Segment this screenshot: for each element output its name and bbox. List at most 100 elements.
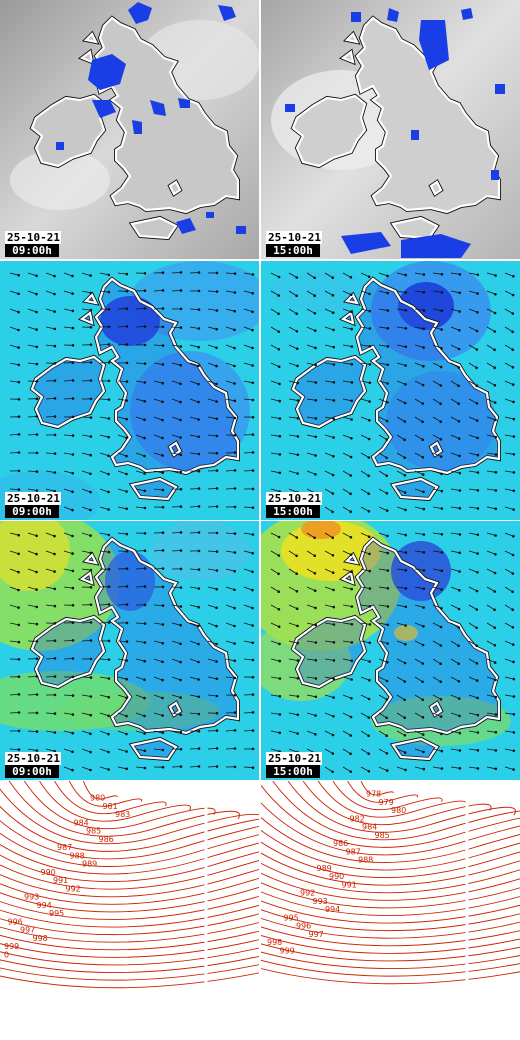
wind-arrow-head — [475, 626, 478, 630]
wind-arrow — [189, 416, 199, 420]
wind-arrow-head — [349, 492, 352, 496]
wind-arrow-head — [422, 569, 426, 572]
wind-arrow-head — [197, 289, 201, 293]
wind-arrow — [378, 766, 388, 771]
wind-arrow-head — [440, 328, 443, 331]
wind-arrow — [270, 550, 279, 556]
wind-arrow-head — [233, 272, 237, 275]
wind-arrow — [45, 586, 55, 590]
wind-arrow-head — [107, 490, 110, 494]
wind-arrow-head — [350, 418, 353, 421]
wind-arrow — [378, 586, 388, 589]
wind-speed-panel-1500[interactable]: 25-10-21 15:00h — [261, 261, 520, 520]
wind-arrow — [504, 290, 514, 296]
isobar-label: 998 — [33, 934, 48, 943]
wind-gust-panel-0900[interactable]: 25-10-21 09:00h — [0, 521, 259, 780]
wind-arrow-head — [251, 711, 255, 714]
wind-arrow-head — [17, 606, 20, 609]
wind-arrow — [243, 568, 253, 573]
wind-arrow-head — [143, 549, 147, 553]
wind-arrow — [135, 362, 146, 364]
wind-arrow-head — [197, 712, 201, 716]
wind-arrow — [396, 416, 405, 422]
island-landmass — [130, 216, 178, 240]
wind-arrow — [207, 748, 218, 750]
wind-arrow — [486, 434, 496, 438]
wind-arrow — [243, 730, 254, 732]
wind-arrow-head — [296, 677, 300, 680]
wind-arrow — [414, 622, 424, 627]
wind-arrow — [63, 452, 73, 455]
wind-arrow — [468, 506, 478, 509]
wind-arrow — [99, 712, 109, 717]
wind-arrow-head — [475, 662, 479, 665]
wind-arrow-head — [215, 642, 218, 646]
wind-arrow-head — [494, 731, 498, 734]
wind-arrow-head — [457, 402, 461, 406]
wind-arrow — [270, 676, 280, 679]
wind-arrow — [207, 398, 217, 402]
wind-arrow-head — [368, 552, 371, 556]
wind-arrow-head — [35, 675, 39, 678]
wind-arrow — [153, 640, 163, 644]
wind-arrow — [504, 344, 513, 351]
great-britain-landmass — [94, 16, 240, 214]
wind-arrow — [468, 658, 478, 664]
wind-arrow-head — [512, 731, 516, 734]
cloud-rain-panel-0900[interactable]: 25-10-21 09:00h — [0, 0, 259, 259]
wind-arrow — [396, 658, 406, 664]
wind-arrow-head — [403, 734, 407, 737]
wind-arrow-head — [475, 348, 479, 351]
wind-arrow — [342, 416, 352, 420]
pressure-panel-1500[interactable]: 978 979 980 982 984 985 986 987 988 989 990 991 992 9… — [261, 781, 520, 1040]
wind-arrow-head — [440, 291, 444, 294]
wind-arrow-head — [475, 366, 478, 370]
isobar-line — [0, 877, 259, 905]
wind-arrow — [117, 434, 127, 439]
isobar-label: 995 — [49, 909, 64, 918]
wind-arrow — [81, 506, 91, 511]
wind-arrow-head — [403, 680, 407, 683]
cloud-rain-panel-1500[interactable]: 25-10-21 15:00h — [261, 0, 520, 259]
wind-arrow — [117, 604, 128, 606]
wind-arrow-head — [179, 345, 183, 348]
wind-arrow-head — [215, 569, 219, 572]
isobar-line — [0, 805, 259, 852]
wind-arrow-head — [512, 489, 516, 493]
wind-arrow-head — [368, 641, 372, 645]
wind-arrow-head — [197, 624, 200, 628]
isobar-label: 986 — [333, 839, 348, 848]
wind-arrow-head — [314, 346, 317, 350]
wind-arrow — [450, 506, 460, 509]
wind-arrow-head — [251, 658, 255, 662]
wind-arrow — [486, 730, 496, 733]
wind-arrow-head — [179, 271, 183, 274]
wind-arrow-head — [71, 274, 74, 278]
wind-arrow-head — [197, 418, 200, 421]
wind-arrow-head — [215, 660, 218, 663]
wind-arrow — [171, 694, 181, 698]
wind-arrow-head — [314, 473, 317, 476]
wind-arrow-head — [349, 752, 352, 756]
wind-arrow-head — [476, 767, 480, 770]
wind-arrow — [117, 272, 127, 275]
wind-arrow-head — [233, 606, 236, 610]
wind-arrow — [504, 434, 514, 437]
wind-arrow — [468, 676, 478, 681]
wind-arrow — [153, 380, 163, 384]
wind-arrow-head — [125, 532, 129, 536]
wind-arrow — [360, 586, 370, 589]
wind-arrow — [171, 676, 181, 681]
wind-arrow — [432, 434, 442, 440]
wind-arrow — [432, 658, 441, 665]
pressure-panel-0900[interactable]: 980 981 983 984 985 986 987 988 989 990 991 992 993 9… — [0, 781, 259, 1040]
wind-arrow-head — [368, 605, 372, 608]
wind-arrow — [117, 452, 127, 457]
wind-arrow — [63, 398, 74, 400]
wind-arrow — [450, 434, 460, 439]
wind-speed-panel-0900[interactable]: 25-10-21 09:00h — [0, 261, 259, 520]
wind-arrow-head — [89, 676, 93, 679]
wind-arrow — [504, 532, 514, 537]
wind-gust-panel-1500[interactable]: 25-10-21 15:00h — [261, 521, 520, 780]
wind-arrow-head — [386, 363, 390, 367]
